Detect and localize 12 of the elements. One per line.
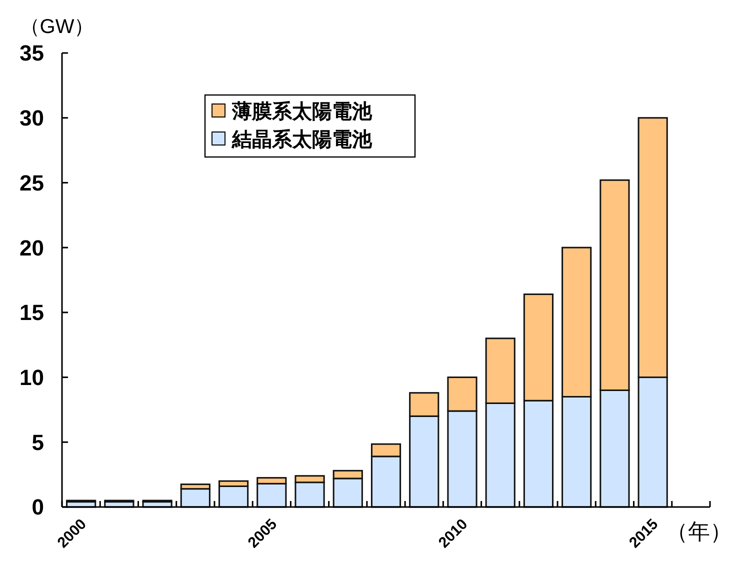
y-tick-label: 30 bbox=[20, 106, 44, 131]
y-tick-label: 10 bbox=[20, 364, 44, 390]
x-axis-title: （年） bbox=[666, 519, 732, 544]
y-tick-label: 25 bbox=[20, 170, 44, 196]
y-tick-label: 5 bbox=[32, 430, 44, 455]
y-tick-label: 0 bbox=[32, 494, 44, 520]
y-tick-label: 35 bbox=[20, 40, 44, 66]
y-tick-label: 20 bbox=[20, 235, 44, 260]
y-tick-label: 15 bbox=[20, 300, 44, 326]
y-axis-title: （GW） bbox=[20, 16, 94, 38]
legend-label: 結晶系太陽電池 bbox=[231, 128, 373, 151]
legend-label: 薄膜系太陽電池 bbox=[231, 100, 373, 123]
